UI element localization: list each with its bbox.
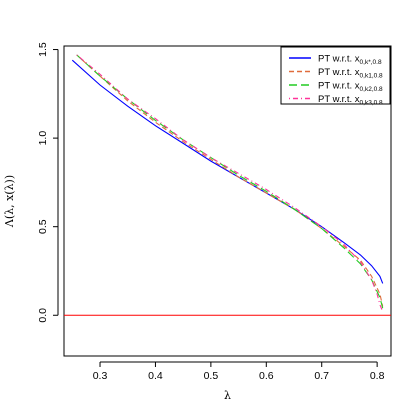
x-axis-title: λ	[224, 389, 231, 402]
legend-label-3: PT w.r.t. x0,k2,0.8	[318, 81, 383, 94]
legend-label-1: PT w.r.t. x0,k*,0.8	[318, 54, 382, 67]
series-line-2	[76, 54, 384, 307]
legend-label-4: PT w.r.t. x0,k3,0.8	[318, 94, 383, 107]
x-tick-label: 0.3	[93, 370, 108, 382]
y-tick-label: 1.5	[37, 42, 49, 57]
y-tick-label: 0.5	[37, 219, 49, 234]
x-tick-label: 0.7	[314, 370, 329, 382]
y-axis-title: Λ(λ, x(λ))	[3, 175, 16, 228]
plot-frame	[63, 45, 392, 357]
y-tick-label: 0.0	[37, 308, 49, 323]
x-tick-label: 0.4	[148, 370, 163, 382]
legend-box	[280, 46, 391, 105]
legend: PT w.r.t. x0,k*,0.8PT w.r.t. x0,k1,0.8PT…	[280, 46, 391, 107]
legend-label-2: PT w.r.t. x0,k1,0.8	[318, 67, 383, 80]
series-layer	[71, 54, 384, 312]
x-tick-label: 0.6	[259, 370, 274, 382]
x-axis: 0.3 0.4 0.5 0.6 0.7 0.8	[93, 361, 385, 382]
y-tick-label: 1.0	[37, 131, 49, 146]
x-tick-label: 0.5	[204, 370, 219, 382]
y-axis: 0.0 0.5 1.0 1.5	[37, 42, 59, 323]
x-tick-label: 0.8	[370, 370, 385, 382]
series-line-4	[76, 54, 384, 312]
